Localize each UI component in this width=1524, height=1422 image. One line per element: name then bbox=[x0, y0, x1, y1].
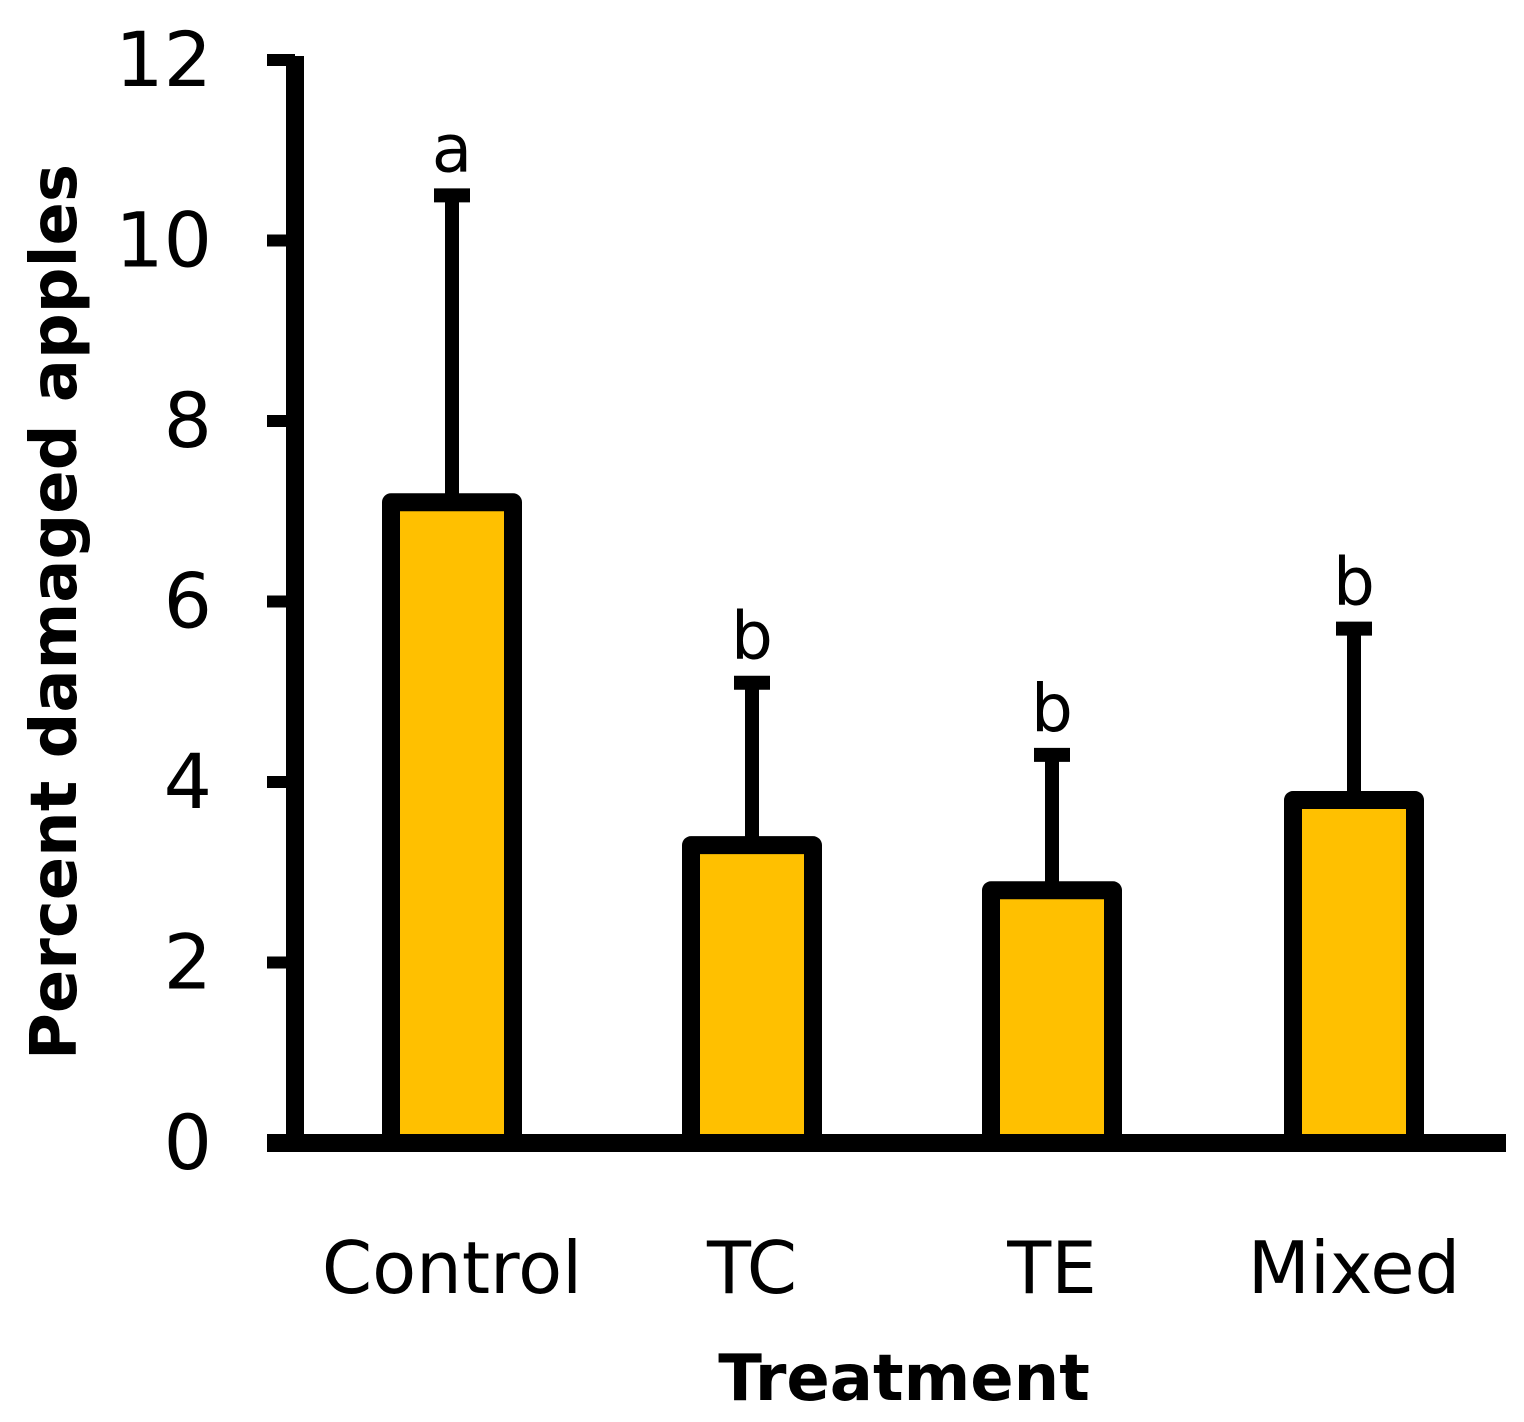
y-tick-label-2: 2 bbox=[164, 918, 212, 1007]
bar-control bbox=[382, 493, 522, 1153]
y-tick-label-12: 12 bbox=[115, 15, 212, 104]
y-tick-label-0: 0 bbox=[164, 1098, 212, 1187]
category-label-tc: TC bbox=[706, 1226, 797, 1310]
y-tick-label-8: 8 bbox=[164, 376, 212, 465]
y-axis-title: Percent damaged apples bbox=[18, 164, 92, 1060]
bar-tc bbox=[682, 836, 822, 1152]
significance-letter-control: a bbox=[432, 110, 472, 187]
axes-layer bbox=[267, 54, 1506, 1152]
category-label-te: TE bbox=[1006, 1226, 1096, 1310]
y-tick-label-6: 6 bbox=[164, 557, 212, 646]
significance-letter-te: b bbox=[1031, 670, 1073, 747]
x-axis-title: Treatment bbox=[718, 1342, 1090, 1416]
y-tick-label-10: 10 bbox=[115, 196, 212, 285]
bar-mixed bbox=[1284, 791, 1424, 1152]
labels-layer: a Control b TC b TE b Mixed 0 2 4 6 8 10 12 bbox=[115, 15, 1460, 1310]
bar-te bbox=[982, 881, 1122, 1152]
significance-letter-mixed: b bbox=[1333, 544, 1375, 621]
category-label-mixed: Mixed bbox=[1248, 1226, 1461, 1310]
category-label-control: Control bbox=[322, 1226, 582, 1310]
y-tick-label-4: 4 bbox=[164, 737, 212, 826]
bars-layer bbox=[382, 188, 1424, 1153]
significance-letter-tc: b bbox=[731, 598, 773, 675]
